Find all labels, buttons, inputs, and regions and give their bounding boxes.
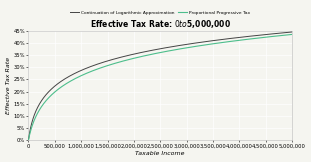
Continuation of Logarithmic Approximation	[38, 103, 41, 105]
Continuation of Logarithmic Approximation	[78, 70, 82, 72]
Continuation of Logarithmic Approximation	[156, 48, 159, 50]
X-axis label: Taxable Income: Taxable Income	[136, 151, 185, 156]
Title: Effective Tax Rate: $0 to $5,000,000: Effective Tax Rate: $0 to $5,000,000	[90, 18, 231, 30]
Proportional Progressive Tax	[156, 52, 159, 54]
Continuation of Logarithmic Approximation	[276, 32, 280, 34]
Continuation of Logarithmic Approximation	[28, 132, 31, 134]
Proportional Progressive Tax	[78, 75, 82, 77]
Proportional Progressive Tax	[276, 35, 280, 37]
Proportional Progressive Tax	[42, 102, 46, 104]
Proportional Progressive Tax	[28, 134, 31, 136]
Proportional Progressive Tax	[26, 139, 30, 141]
Proportional Progressive Tax	[38, 109, 41, 111]
Continuation of Logarithmic Approximation	[26, 139, 30, 141]
Line: Continuation of Logarithmic Approximation: Continuation of Logarithmic Approximatio…	[28, 32, 292, 140]
Continuation of Logarithmic Approximation	[290, 31, 294, 33]
Y-axis label: Effective Tax Rate: Effective Tax Rate	[6, 57, 11, 114]
Continuation of Logarithmic Approximation	[42, 96, 46, 98]
Legend: Continuation of Logarithmic Approximation, Proportional Progressive Tax: Continuation of Logarithmic Approximatio…	[69, 9, 252, 17]
Line: Proportional Progressive Tax: Proportional Progressive Tax	[28, 34, 292, 140]
Proportional Progressive Tax	[290, 33, 294, 35]
